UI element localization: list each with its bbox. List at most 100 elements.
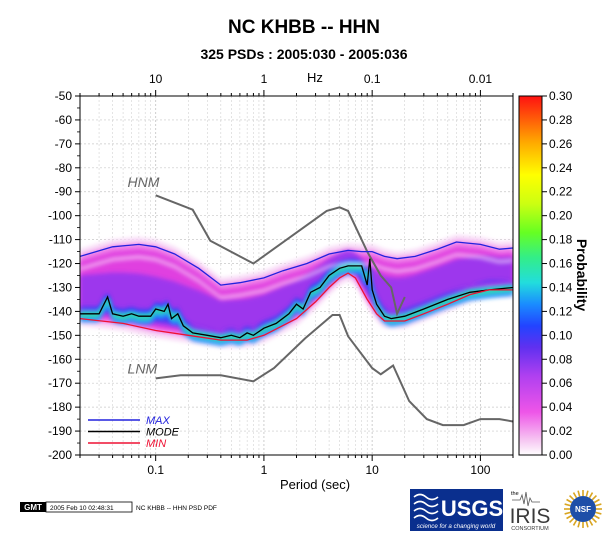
iris-small-text: the	[511, 491, 519, 497]
nsf-ray	[568, 494, 575, 501]
y-tick-label: -140	[48, 304, 72, 318]
y-tick-label: -120	[48, 257, 72, 271]
top-tick-label: 1	[261, 72, 268, 86]
y-tick-label: -150	[48, 328, 72, 342]
x-axis-top: 10 1 0.1 0.01	[79, 72, 514, 96]
timestamp: 2005 Feb 10 02:48:31	[50, 505, 114, 512]
colorbar-tick-label: 0.04	[549, 400, 573, 414]
noise-models	[155, 194, 513, 427]
nsf-ray	[595, 503, 602, 507]
gmt-logo	[20, 502, 46, 512]
nsf-ray	[588, 519, 594, 526]
y-tick-label: -100	[48, 209, 72, 223]
legend-label-max: MAX	[146, 415, 171, 427]
chart-subtitle: 325 PSDs : 2005:030 - 2005:036	[200, 46, 407, 62]
colorbar-tick-label: 0.02	[549, 424, 573, 438]
y-tick-label: -130	[48, 280, 72, 294]
nsf-ray	[577, 490, 581, 497]
y-tick-label: -50	[55, 89, 73, 103]
nsf-ray	[572, 519, 578, 526]
timestamp-box	[45, 501, 133, 513]
usgs-wave-icon	[413, 493, 439, 522]
x-tick-label: 100	[470, 463, 490, 477]
lnm-label: LNM	[128, 361, 158, 377]
nsf-ray	[591, 494, 598, 501]
noise-model-labels: HNM LNM	[128, 174, 160, 377]
heatmap-band-green	[80, 264, 513, 342]
gmt-stamp: GMT 2005 Feb 10 02:48:31 NC KHBB -- HHN …	[20, 501, 217, 513]
nsf-ray	[564, 503, 571, 507]
y-tick-label: -190	[48, 424, 72, 438]
colorbar-tick-label: 0.16	[549, 257, 573, 271]
nsf-ray	[588, 492, 594, 499]
colorbar-tick-label: 0.14	[549, 280, 573, 294]
usgs-logo: USGS science for a changing world	[410, 489, 503, 531]
chart-title: NC KHBB -- HHN	[228, 17, 380, 38]
hnm-curve	[155, 194, 406, 317]
x-tick-label: 1	[261, 463, 268, 477]
max-line	[80, 241, 513, 286]
y-tick-label: -180	[48, 400, 72, 414]
usgs-wordmark: USGS	[441, 496, 503, 521]
colorbar-tick-label: 0.00	[549, 448, 573, 462]
nsf-ray	[568, 517, 575, 524]
colorbar-tick-label: 0.26	[549, 137, 573, 151]
psd-statistics	[80, 241, 513, 341]
gmt-logo-text: GMT	[24, 503, 42, 512]
x-tick-label: 0.1	[147, 463, 164, 477]
y-tick-label: -80	[55, 161, 73, 175]
nsf-ray	[566, 498, 573, 504]
nsf-ray	[585, 490, 589, 497]
x-tick-label: 10	[365, 463, 379, 477]
nsf-globe-icon	[570, 496, 596, 522]
x-axis-label: Period (sec)	[280, 477, 350, 492]
y-tick-label: -160	[48, 352, 72, 366]
legend-label-min: MIN	[146, 438, 166, 450]
nsf-wordmark: NSF	[575, 505, 591, 514]
lnm-curve	[155, 314, 513, 427]
y-tick-label: -70	[55, 137, 73, 151]
y-tick-label: -60	[55, 113, 73, 127]
y-tick-label: -200	[48, 448, 72, 462]
mode-line	[80, 258, 513, 339]
colorbar-tick-label: 0.30	[549, 89, 573, 103]
colorbar-ticks: 0.00 0.02 0.04 0.06 0.08 0.10 0.12 0.14 0.16 0.18…	[542, 89, 573, 462]
y-axis: -50 -60 -70 -80 -90 -100 -110 -120 -130 -140 -150 -…	[48, 89, 80, 462]
iris-logo: the IRIS CONSORTIUM	[510, 491, 551, 532]
colorbar-tick-label: 0.28	[549, 113, 573, 127]
top-tick-label: 0.01	[469, 72, 493, 86]
colorbar-tick-label: 0.24	[549, 161, 573, 175]
colorbar-tick-label: 0.10	[549, 328, 573, 342]
nsf-rays-icon	[564, 490, 602, 528]
colorbar-tick-label: 0.20	[549, 209, 573, 223]
colorbar-tick-label: 0.08	[549, 352, 573, 366]
legend-label-mode: MODE	[146, 427, 180, 439]
nsf-ray	[572, 492, 578, 499]
y-tick-label: -110	[49, 233, 72, 247]
min-line	[80, 272, 513, 341]
colorbar: 0.00 0.02 0.04 0.06 0.08 0.10 0.12 0.14 0.16 0.18…	[518, 89, 590, 462]
colorbar-tick-label: 0.22	[549, 185, 573, 199]
nsf-ray	[595, 511, 602, 515]
y-tick-label: -170	[48, 376, 72, 390]
nsf-ray	[564, 511, 571, 515]
top-tick-label: 10	[149, 72, 163, 86]
heatmap-gap	[80, 253, 513, 300]
nsf-ray	[593, 514, 600, 520]
colorbar-tick-label: 0.06	[549, 376, 573, 390]
top-axis-label: Hz	[307, 70, 323, 85]
hnm-label: HNM	[128, 174, 160, 190]
iris-wordmark: IRIS	[510, 505, 551, 528]
nsf-ray	[566, 514, 573, 520]
iris-consortium: CONSORTIUM	[511, 526, 549, 532]
x-axis-bottom: 0.1 1 10 100	[79, 455, 514, 477]
nsf-ray	[591, 517, 598, 524]
footer-caption: NC KHBB -- HHN PSD PDF	[136, 505, 217, 512]
seismogram-icon	[512, 491, 540, 507]
nsf-ray	[593, 498, 600, 504]
colorbar-gradient	[518, 95, 543, 456]
nsf-ray	[585, 521, 589, 528]
